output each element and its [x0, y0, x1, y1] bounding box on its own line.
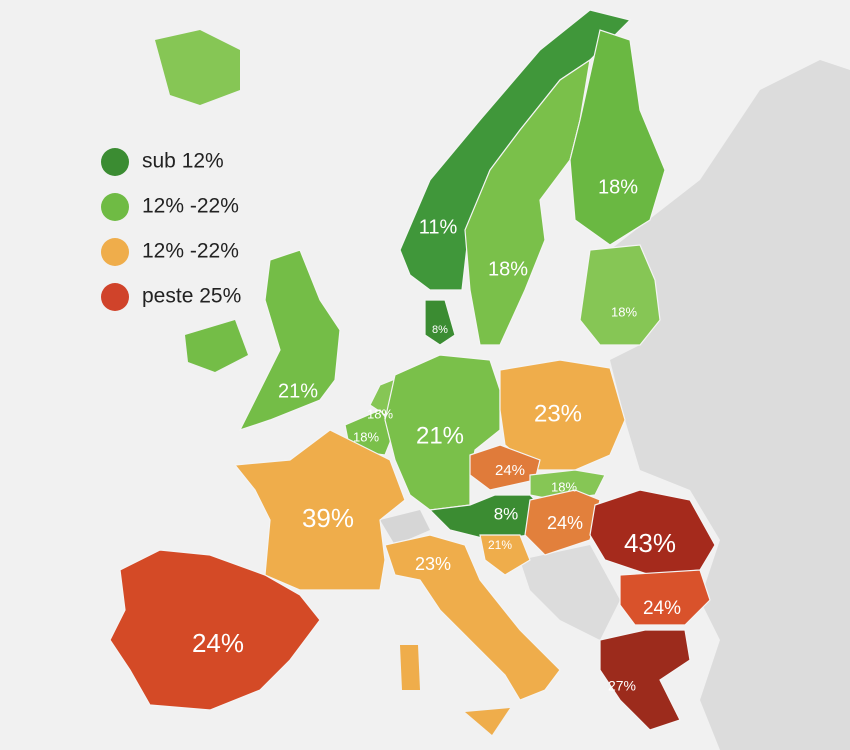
legend: sub 12% 12% -22% 12% -22% peste 25% — [101, 148, 241, 311]
country — [109, 549, 321, 711]
country-label: 24% — [192, 628, 244, 658]
country-label: 8% — [494, 504, 519, 523]
country-label: 18% — [353, 429, 379, 444]
country-label: 43% — [624, 528, 676, 558]
legend-swatch — [101, 193, 129, 221]
legend-swatch — [101, 283, 129, 311]
sardinia — [400, 645, 420, 690]
legend-label: peste 25% — [142, 285, 241, 308]
ireland — [185, 320, 248, 372]
country-label: 21% — [488, 538, 512, 552]
country — [238, 249, 341, 432]
country — [579, 244, 661, 346]
country — [384, 534, 561, 701]
country-label: 24% — [495, 462, 525, 479]
country-label: 23% — [415, 554, 451, 574]
land-background — [520, 545, 620, 640]
country-label: 18% — [367, 406, 393, 421]
legend-label: sub 12% — [142, 150, 224, 173]
country — [619, 569, 711, 626]
country — [524, 489, 601, 556]
sicily — [465, 708, 510, 735]
regions: 11% 18% 18% 18% 8% 21% 18% 18% 21% 23% 24% 18% 8% 21%… — [109, 9, 716, 731]
country — [479, 534, 531, 576]
country-label: 18% — [598, 176, 638, 198]
country-label: 24% — [547, 513, 583, 533]
country — [499, 359, 626, 471]
land-background — [380, 510, 430, 545]
country — [599, 629, 691, 731]
country-shapes — [109, 9, 716, 731]
land-background — [610, 60, 850, 750]
country-label: 21% — [416, 422, 464, 449]
country-label: 39% — [302, 503, 354, 533]
country-label: 8% — [432, 324, 448, 336]
country-label: 18% — [611, 304, 637, 319]
country — [233, 429, 406, 591]
legend-label: 12% -22% — [142, 240, 239, 263]
country-label: 11% — [419, 216, 458, 238]
country-label: 21% — [278, 380, 318, 402]
legend-swatch — [101, 148, 129, 176]
country-label: 18% — [551, 479, 577, 494]
country-label: 27% — [608, 678, 636, 694]
legend-swatch — [101, 238, 129, 266]
iceland — [155, 30, 240, 105]
country-labels: 11% 18% 18% 18% 8% 21% 18% 18% 21% 23% 24% 18% 8% 21%… — [192, 176, 681, 693]
country-label: 18% — [488, 258, 528, 280]
country — [424, 299, 456, 346]
country — [569, 29, 666, 246]
country-label: 24% — [643, 598, 681, 619]
legend-label: 12% -22% — [142, 195, 239, 218]
country-label: 23% — [534, 400, 582, 427]
